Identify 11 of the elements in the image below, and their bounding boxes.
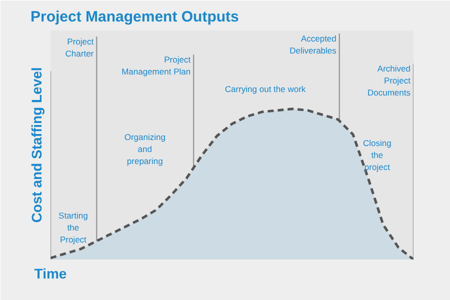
text: Accepted Deliverables [290, 34, 337, 56]
y-axis-title: Cost and Staffing Level [28, 67, 44, 223]
annotation: Starting the Project [58, 210, 88, 244]
text: Archived Project Documents [368, 64, 412, 98]
text: Carrying out the work [224, 84, 306, 94]
chart-title: Project Management Outputs [30, 8, 239, 26]
text: Project Management Plan [122, 54, 192, 77]
x-axis-title: Time [34, 266, 67, 282]
annotation: Organizing and preparing [124, 132, 166, 166]
annotation: Closing the project [363, 138, 392, 172]
text: Project Charter [65, 36, 94, 59]
